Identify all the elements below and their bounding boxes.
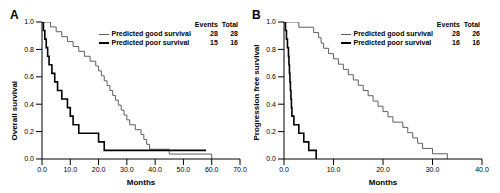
svg-text:Progression free survival: Progression free survival [252, 44, 261, 140]
svg-text:0.4: 0.4 [266, 101, 276, 108]
svg-text:40.0: 40.0 [148, 166, 162, 173]
html-text:16: 16 [230, 39, 238, 46]
svg-text:0.0: 0.0 [24, 155, 34, 162]
html-text:28: 28 [210, 30, 218, 37]
svg-text:30.0: 30.0 [426, 166, 440, 173]
html-text:28: 28 [230, 30, 238, 37]
html-text:16: 16 [452, 39, 460, 46]
svg-text:20.0: 20.0 [92, 166, 106, 173]
svg-text:0.8: 0.8 [24, 46, 34, 53]
svg-text:40.0: 40.0 [475, 166, 489, 173]
svg-text:60.0: 60.0 [205, 166, 219, 173]
svg-text:Months: Months [369, 178, 398, 185]
svg-text:1.0: 1.0 [24, 18, 34, 25]
svg-text:0.6: 0.6 [24, 73, 34, 80]
html-text:Total: Total [463, 21, 480, 28]
html-text:A: A [10, 8, 19, 22]
svg-text:70.0: 70.0 [233, 166, 247, 173]
html-text:Total: Total [221, 21, 238, 28]
svg-text:0.6: 0.6 [266, 73, 276, 80]
svg-text:20.0: 20.0 [376, 166, 390, 173]
html-text:Events: Events [436, 21, 460, 28]
svg-text:Months: Months [127, 178, 156, 185]
svg-text:0.0: 0.0 [279, 166, 289, 173]
svg-text:0.4: 0.4 [24, 101, 34, 108]
svg-text:1.0: 1.0 [266, 18, 276, 25]
html-text:16: 16 [472, 39, 480, 46]
svg-text:50.0: 50.0 [177, 166, 191, 173]
svg-text:10.0: 10.0 [63, 166, 77, 173]
html-text:Predicted good survival: Predicted good survival [353, 30, 433, 37]
svg-text:0.2: 0.2 [24, 128, 34, 135]
html-text:Predicted poor survival: Predicted poor survival [353, 39, 432, 46]
html-text:15: 15 [210, 39, 218, 46]
svg-text:0.0: 0.0 [266, 155, 276, 162]
html-text:B: B [252, 8, 261, 22]
svg-text:0.8: 0.8 [266, 46, 276, 53]
html-text:Events: Events [194, 21, 218, 28]
svg-text:Overall survival: Overall survival [10, 81, 19, 141]
html-text:28: 28 [452, 30, 460, 37]
svg-text:10.0: 10.0 [327, 166, 341, 173]
svg-text:0.2: 0.2 [266, 128, 276, 135]
svg-text:30.0: 30.0 [120, 166, 134, 173]
html-text:Predicted poor survival: Predicted poor survival [111, 39, 190, 46]
html-text:Predicted good survival: Predicted good survival [111, 30, 191, 37]
svg-text:0.0: 0.0 [37, 166, 47, 173]
html-text:26: 26 [472, 30, 480, 37]
